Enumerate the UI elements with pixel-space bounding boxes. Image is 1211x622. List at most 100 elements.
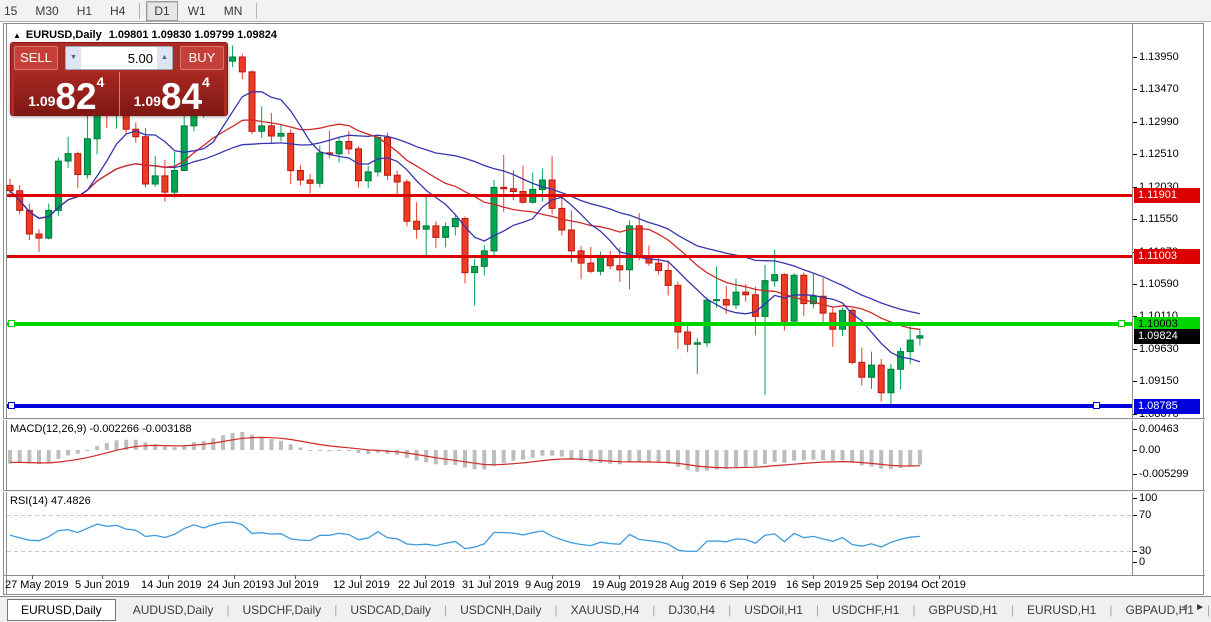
timeframe-button-D1[interactable]: D1 [146,0,178,21]
timeframe-button-MN[interactable]: MN [223,3,243,18]
date-axis-label: 22 Jul 2019 [398,579,455,591]
date-axis-tick [295,575,296,579]
buy-button[interactable]: BUY [180,46,224,70]
tab-separator: | [1206,602,1211,617]
volume-input[interactable] [81,47,157,69]
support-line-blue-handle[interactable] [8,402,15,409]
price-chart[interactable] [6,26,1132,417]
tab-separator: | [912,602,916,617]
tab-separator: | [554,602,558,617]
support-line-blue-handle[interactable] [1093,402,1100,409]
bullish-candles-series [45,56,924,394]
support-line-green[interactable] [7,322,1132,326]
buy-price-display[interactable]: 1.09 84 4 [119,72,224,116]
tab-scroll-left-icon[interactable]: ◄ [1179,602,1190,613]
date-axis-label: 12 Jul 2019 [333,579,390,591]
chart-tab-EURUSD-Daily[interactable]: EURUSD,Daily [7,598,116,621]
resistance-line-upper[interactable] [7,194,1132,197]
support-line-green-handle[interactable] [1118,320,1125,327]
chart-tab-USDCHF-H1[interactable]: USDCHF,H1 [832,602,900,617]
pane-separator[interactable] [3,490,1205,491]
price-axis-label: 1.09630 [1139,343,1179,355]
date-axis-label: 3 Jul 2019 [268,579,319,591]
rsi-axis-label: 70 [1139,509,1152,521]
price-axis-tick [1133,349,1137,350]
toolbar-separator [256,2,258,19]
tab-separator: | [652,602,656,617]
sell-price-pip: 4 [96,74,105,90]
price-axis-label: 1.12510 [1139,148,1179,160]
timeframe-button-M30[interactable]: M30 [35,3,59,18]
rsi-indicator-label: RSI(14) 47.4826 [10,495,91,507]
sell-button[interactable]: SELL [14,46,58,70]
macd-signal-line [9,436,920,469]
chart-tab-USDOil-H1[interactable]: USDOil,H1 [744,602,803,617]
date-axis-border [3,575,1205,576]
price-axis-tick [1133,57,1137,58]
tab-separator: | [728,602,732,617]
date-axis-tick [32,575,33,579]
support-line-blue[interactable] [7,404,1132,408]
date-axis-tick [102,575,103,579]
chart-tab-XAUUSD-H4[interactable]: XAUUSD,H4 [570,602,640,617]
sell-price-main: 82 [55,76,97,117]
timeframe-button-W1[interactable]: W1 [187,3,206,18]
buy-price-prefix: 1.09 [133,93,161,109]
price-axis-label: 1.10590 [1139,278,1179,290]
window-frame-line [3,23,1204,24]
tab-scroll-right-icon[interactable]: ► [1195,602,1205,613]
price-axis-label: 1.13950 [1139,51,1179,63]
volume-increase-icon[interactable]: ▲ [157,47,172,69]
chart-tab-DJ30-H4[interactable]: DJ30,H4 [668,602,716,617]
date-axis-tick [489,575,490,579]
timeframe-button-H4[interactable]: H4 [110,3,126,18]
date-axis-label: 24 Jun 2019 [207,579,268,591]
trade-panel-toggle-icon[interactable]: ▲ [13,31,21,40]
sell-price-prefix: 1.09 [28,93,56,109]
mid-ma-line [9,119,920,330]
price-axis-label: 1.13470 [1139,83,1179,95]
price-axis-label: 1.11550 [1139,213,1178,225]
macd-axis-tick [1133,474,1137,475]
price-axis-tick [1133,219,1137,220]
rsi-chart[interactable] [7,492,1132,575]
chart-symbol-period: EURUSD,Daily [25,29,102,41]
chart-tab-GBPUSD-H1[interactable]: GBPUSD,H1 [928,602,998,617]
macd-axis-tick [1133,429,1137,430]
tab-separator: | [226,602,230,617]
chart-tab-GBPAUD-H1[interactable]: GBPAUD,H1 [1125,602,1194,617]
macd-indicator-label: MACD(12,26,9) -0.002266 -0.003188 [10,423,192,435]
timeframe-toolbar: 15 M30 H1 H4 D1 W1 MN [0,0,1211,22]
date-axis-label: 6 Sep 2019 [720,579,777,591]
window-frame-line [6,23,7,595]
price-axis-tick [1133,122,1137,123]
chart-tab-USDCNH-Daily[interactable]: USDCNH,Daily [460,602,542,617]
price-axis-tick [1133,187,1137,188]
timeframe-button-H1[interactable]: H1 [76,3,93,18]
date-axis-label: 4 Oct 2019 [912,579,966,591]
timeframe-button-15[interactable]: 15 [4,3,18,18]
support-line-green-handle[interactable] [8,320,15,327]
tab-separator: | [444,602,448,617]
buy-price-pip: 4 [202,74,210,90]
rsi-axis-tick [1133,562,1137,563]
date-axis-tick [813,575,814,579]
rsi-axis-label: 0 [1139,556,1146,568]
chart-title: ▲ EURUSD,Daily 1.09801 1.09830 1.09799 1.0… [13,29,277,41]
price-axis-label: 1.12990 [1139,116,1179,128]
tab-separator: | [815,602,820,617]
chart-tab-USDCHF-Daily[interactable]: USDCHF,Daily [242,602,322,617]
macd-chart[interactable] [7,420,1132,490]
chart-tab-EURUSD-H1[interactable]: EURUSD,H1 [1026,602,1097,617]
macd-axis-label: -0.005299 [1139,468,1189,480]
rsi-axis-label: 100 [1139,492,1158,504]
chart-tab-USDCAD-Daily[interactable]: USDCAD,Daily [350,602,431,617]
chart-tab-AUDUSD-Daily[interactable]: AUDUSD,Daily [132,602,214,617]
pane-separator[interactable] [3,418,1205,419]
date-axis-label: 16 Sep 2019 [786,579,849,591]
sell-price-display[interactable]: 1.09 82 4 [14,72,120,116]
volume-decrease-icon[interactable]: ▼ [66,47,81,69]
date-axis-tick [682,575,683,579]
resistance-line-lower[interactable] [7,255,1132,258]
price-axis-tick [1133,316,1137,317]
